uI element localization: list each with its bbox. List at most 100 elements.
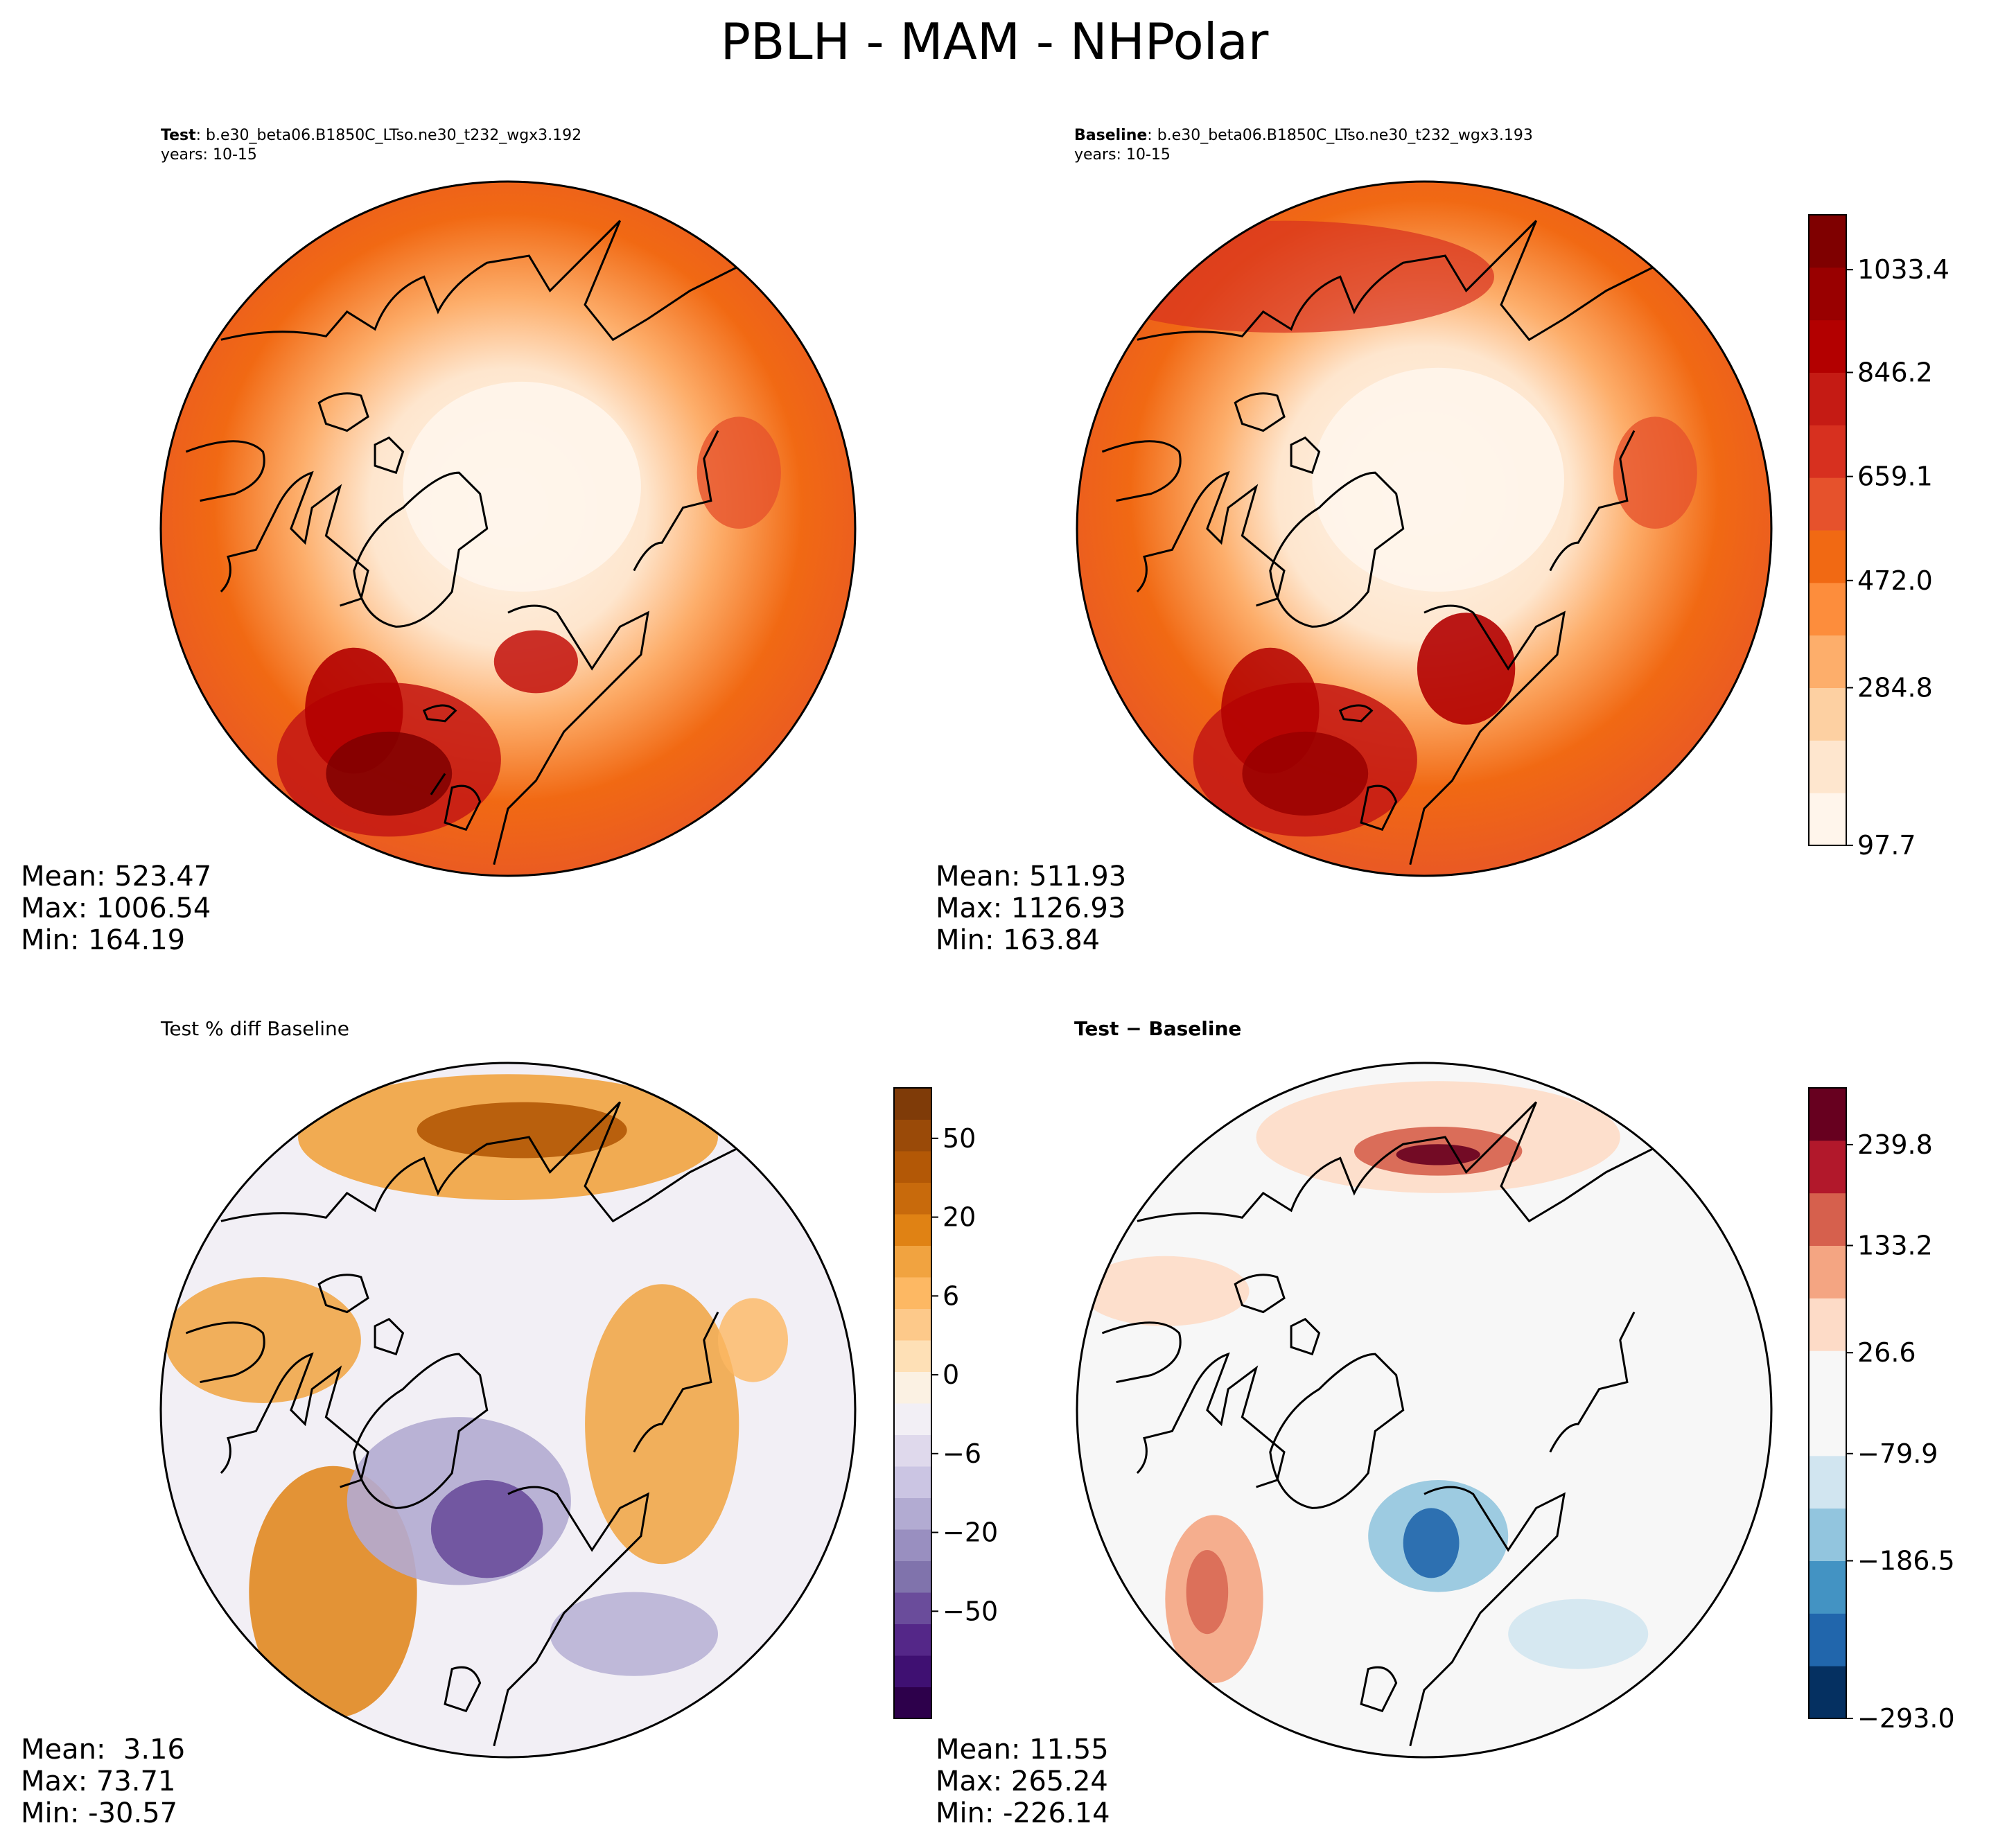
field-colorbar-tick-label: 472.0 <box>1857 565 1933 596</box>
diff-colorbar-tick-label: −79.9 <box>1857 1438 1938 1469</box>
pct-colorbar-segment <box>894 1245 931 1278</box>
pct-colorbar-segment <box>894 1497 931 1530</box>
diff-colorbar-segment <box>1809 1245 1846 1299</box>
pct-colorbar-segment <box>894 1466 931 1498</box>
field-colorbar-segment <box>1809 793 1846 846</box>
diff-colorbar-tick-label: 239.8 <box>1857 1129 1933 1160</box>
test-polar-map <box>159 180 857 877</box>
figure-title: PBLH - MAM - NHPolar <box>720 12 1269 71</box>
pct-colorbar-tick-label: 20 <box>943 1202 976 1233</box>
baseline-stats: Mean: 511.93 Max: 1126.93 Min: 163.84 <box>936 861 1126 956</box>
diff-colorbar-tick-label: −293.0 <box>1857 1703 1955 1732</box>
pct-colorbar-segment <box>894 1119 931 1152</box>
pct-colorbar-tick-label: 6 <box>943 1281 959 1311</box>
diff-colorbar-segment <box>1809 1350 1846 1404</box>
pct-colorbar-segment <box>894 1623 931 1656</box>
field-colorbar-segment <box>1809 425 1846 478</box>
field-colorbar-tick-label: 97.7 <box>1857 830 1916 859</box>
abs-diff-polar-map <box>1076 1062 1773 1759</box>
pct-diff-colorbar: 50 20 6 0 −6 −20 −50 <box>893 1087 998 1719</box>
diff-colorbar-segment <box>1809 1140 1846 1194</box>
pct-colorbar-segment <box>894 1655 931 1687</box>
diff-colorbar-segment <box>1809 1508 1846 1561</box>
baseline-polar-map <box>1076 180 1773 877</box>
diff-colorbar-tick-label: −186.5 <box>1857 1546 1955 1576</box>
baseline-min: Min: 163.84 <box>936 924 1101 956</box>
field-colorbar-tick-label: 1033.4 <box>1857 254 1949 285</box>
pct-colorbar-segment <box>894 1088 931 1120</box>
diff-colorbar-segment <box>1809 1193 1846 1246</box>
test-case-name: : b.e30_beta06.B1850C_LTso.ne30_t232_wgx… <box>195 127 582 144</box>
pct-colorbar-tick-label: 50 <box>943 1123 976 1154</box>
baseline-panel-title: Baseline: b.e30_beta06.B1850C_LTso.ne30_… <box>1074 126 1533 165</box>
test-max: Max: 1006.54 <box>21 892 211 924</box>
diff-colorbar-segment <box>1809 1455 1846 1509</box>
diff-colorbar-segment <box>1809 1088 1846 1141</box>
abs-diff-mean: Mean: 11.55 <box>936 1734 1109 1766</box>
abs-diff-max: Max: 265.24 <box>936 1766 1108 1797</box>
pct-diff-min: Min: -30.57 <box>21 1797 178 1829</box>
pct-colorbar-segment <box>894 1182 931 1215</box>
pct-diff-polar-map <box>159 1062 857 1759</box>
pct-colorbar-tick-label: −20 <box>943 1517 998 1548</box>
pct-colorbar-segment <box>894 1560 931 1593</box>
field-colorbar-segment <box>1809 372 1846 425</box>
pct-colorbar-tick-label: −6 <box>943 1438 981 1469</box>
diff-colorbar-segment <box>1809 1403 1846 1457</box>
pct-colorbar-segment <box>894 1340 931 1372</box>
test-years: years: 10-15 <box>161 146 257 164</box>
baseline-years: years: 10-15 <box>1074 146 1171 164</box>
field-colorbar-segment <box>1809 215 1846 268</box>
field-colorbar-tick-label: 659.1 <box>1857 461 1933 492</box>
abs-diff-min: Min: -226.14 <box>936 1797 1110 1829</box>
field-colorbar-segment <box>1809 530 1846 583</box>
pct-colorbar-segment <box>894 1371 931 1404</box>
diff-colorbar-frame <box>1808 1087 1847 1719</box>
diff-colorbar-tick-label: 26.6 <box>1857 1337 1916 1368</box>
diff-colorbar-tick-label: 133.2 <box>1857 1231 1933 1261</box>
field-colorbar-segment <box>1809 319 1846 373</box>
pct-colorbar-segment <box>894 1529 931 1561</box>
abs-diff-stats: Mean: 11.55 Max: 265.24 Min: -226.14 <box>936 1734 1110 1829</box>
test-label: Test <box>161 127 196 144</box>
pct-colorbar-segment <box>894 1277 931 1309</box>
field-colorbar-segment <box>1809 582 1846 636</box>
abs-diff-colorbar: 239.8 133.2 26.6 −79.9 −186.5 −293.0 <box>1808 1087 1955 1732</box>
field-colorbar-tick-label: 284.8 <box>1857 673 1933 703</box>
baseline-mean: Mean: 511.93 <box>936 861 1127 892</box>
field-colorbar-tick-label: 846.2 <box>1857 358 1933 388</box>
field-colorbar-segment <box>1809 687 1846 741</box>
baseline-max: Max: 1126.93 <box>936 892 1126 924</box>
pct-diff-max: Max: 73.71 <box>21 1766 176 1797</box>
pct-colorbar-tick-label: 0 <box>943 1359 959 1390</box>
pct-diff-stats: Mean: 3.16 Max: 73.71 Min: -30.57 <box>21 1734 185 1829</box>
field-colorbar: 1033.4 846.2 659.1 472.0 284.8 97.7 <box>1808 214 1949 859</box>
diff-colorbar-segment <box>1809 1613 1846 1666</box>
abs-diff-title: Test − Baseline <box>1074 1017 1242 1040</box>
diff-colorbar-segment <box>1809 1666 1846 1719</box>
pct-colorbar-segment <box>894 1403 931 1435</box>
pct-diff-title: Test % diff Baseline <box>161 1017 350 1040</box>
pct-colorbar-segment <box>894 1151 931 1183</box>
diff-colorbar-segment <box>1809 1560 1846 1614</box>
pct-colorbar-segment <box>894 1687 931 1719</box>
test-panel-title: Test: b.e30_beta06.B1850C_LTso.ne30_t232… <box>161 126 581 165</box>
baseline-case-name: : b.e30_beta06.B1850C_LTso.ne30_t232_wgx… <box>1147 127 1533 144</box>
baseline-label: Baseline <box>1074 127 1148 144</box>
field-colorbar-segment <box>1809 477 1846 531</box>
pct-colorbar-frame <box>893 1087 932 1719</box>
pct-colorbar-segment <box>894 1434 931 1467</box>
pct-colorbar-segment <box>894 1592 931 1624</box>
pct-colorbar-tick-label: −50 <box>943 1596 998 1626</box>
field-colorbar-segment <box>1809 267 1846 321</box>
diff-colorbar-segment <box>1809 1298 1846 1351</box>
pct-colorbar-segment <box>894 1214 931 1246</box>
pct-colorbar-segment <box>894 1308 931 1341</box>
test-mean: Mean: 523.47 <box>21 861 212 892</box>
test-min: Min: 164.19 <box>21 924 186 956</box>
field-colorbar-segment <box>1809 740 1846 793</box>
field-colorbar-segment <box>1809 635 1846 688</box>
pct-diff-mean: Mean: 3.16 <box>21 1734 185 1766</box>
field-colorbar-frame <box>1808 214 1847 846</box>
test-stats: Mean: 523.47 Max: 1006.54 Min: 164.19 <box>21 861 211 956</box>
